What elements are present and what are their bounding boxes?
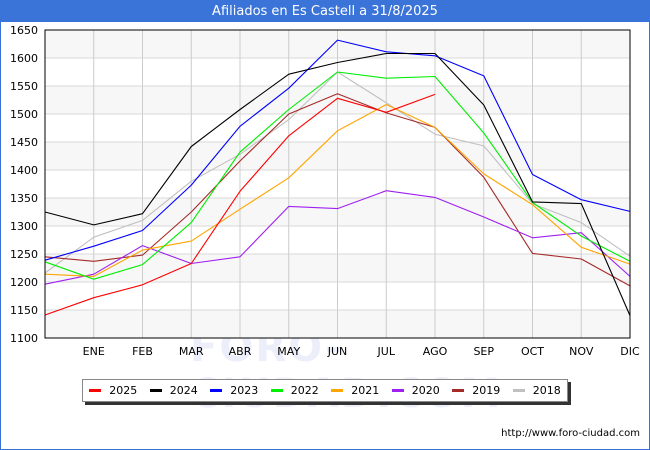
- legend-swatch: [391, 389, 404, 392]
- x-axis-ticks: ENE FEB MAR ABR MAY JUN JUL AGO SEP OCT NOV DIC: [83, 345, 640, 358]
- legend-label: 2020: [411, 384, 440, 397]
- x-tick-label: JUN: [327, 345, 348, 358]
- x-tick-label: SEP: [473, 345, 494, 358]
- y-tick-label: 1250: [10, 248, 38, 261]
- x-tick-label: ENE: [83, 345, 105, 358]
- plot-area-border: [44, 29, 631, 339]
- y-tick-label: 1450: [10, 136, 38, 149]
- x-tick-label: NOV: [569, 345, 594, 358]
- series-line-2024: [44, 52, 631, 316]
- legend-label: 2018: [532, 384, 561, 397]
- legend-item-2025: 2025: [89, 384, 137, 397]
- legend-swatch: [270, 389, 283, 392]
- legend-label: 2024: [169, 384, 198, 397]
- chart-title: Afiliados en Es Castell a 31/8/2025: [0, 0, 650, 22]
- y-tick-label: 1650: [10, 24, 38, 37]
- y-axis-ticks: 1100 1150 1200 1250 1300 1350 1400 1450 1500 1550…: [10, 24, 38, 345]
- series-line-2019: [44, 93, 631, 287]
- legend-swatch: [452, 389, 465, 392]
- legend-swatch: [149, 389, 162, 392]
- y-tick-label: 1400: [10, 164, 38, 177]
- series-line-2025: [44, 93, 436, 316]
- legend-item-2024: 2024: [149, 384, 198, 397]
- x-tick-label: AGO: [423, 345, 448, 358]
- legend-item-2022: 2022: [270, 384, 319, 397]
- legend-item-2019: 2019: [452, 384, 500, 397]
- x-tick-label: MAR: [179, 345, 204, 358]
- y-tick-label: 1500: [10, 108, 38, 121]
- legend-swatch: [89, 389, 102, 392]
- legend-item-2020: 2020: [391, 384, 440, 397]
- series-line-2023: [44, 39, 631, 261]
- legend-label: 2023: [230, 384, 259, 397]
- legend-label: 2019: [472, 384, 501, 397]
- legend-swatch: [331, 389, 344, 392]
- y-tick-label: 1600: [10, 52, 38, 65]
- legend-item-2018: 2018: [512, 384, 561, 397]
- source-url[interactable]: http://www.foro-ciudad.com: [501, 428, 640, 439]
- legend-label: 2022: [290, 384, 319, 397]
- y-tick-label: 1550: [10, 80, 38, 93]
- legend-swatch: [512, 389, 525, 392]
- x-tick-label: ABR: [229, 345, 252, 358]
- x-tick-label: FEB: [132, 345, 153, 358]
- x-tick-label: MAY: [277, 345, 300, 358]
- legend-swatch: [210, 389, 223, 392]
- y-tick-label: 1200: [10, 276, 38, 289]
- y-tick-label: 1350: [10, 192, 38, 205]
- x-tick-label: DIC: [620, 345, 640, 358]
- x-tick-label: OCT: [521, 345, 544, 358]
- legend: 2025 2024 2023 2022 2021 2020 2019 2018: [82, 379, 568, 402]
- x-tick-label: JUL: [377, 345, 396, 358]
- y-tick-label: 1150: [10, 304, 38, 317]
- legend-item-2023: 2023: [210, 384, 258, 397]
- legend-label: 2025: [109, 384, 138, 397]
- y-tick-label: 1300: [10, 220, 38, 233]
- legend-label: 2021: [351, 384, 380, 397]
- series-lines: [44, 39, 631, 316]
- legend-item-2021: 2021: [331, 384, 379, 397]
- series-line-2021: [44, 103, 631, 277]
- series-line-2020: [44, 190, 631, 285]
- y-tick-label: 1100: [10, 332, 38, 345]
- series-line-2022: [44, 71, 631, 280]
